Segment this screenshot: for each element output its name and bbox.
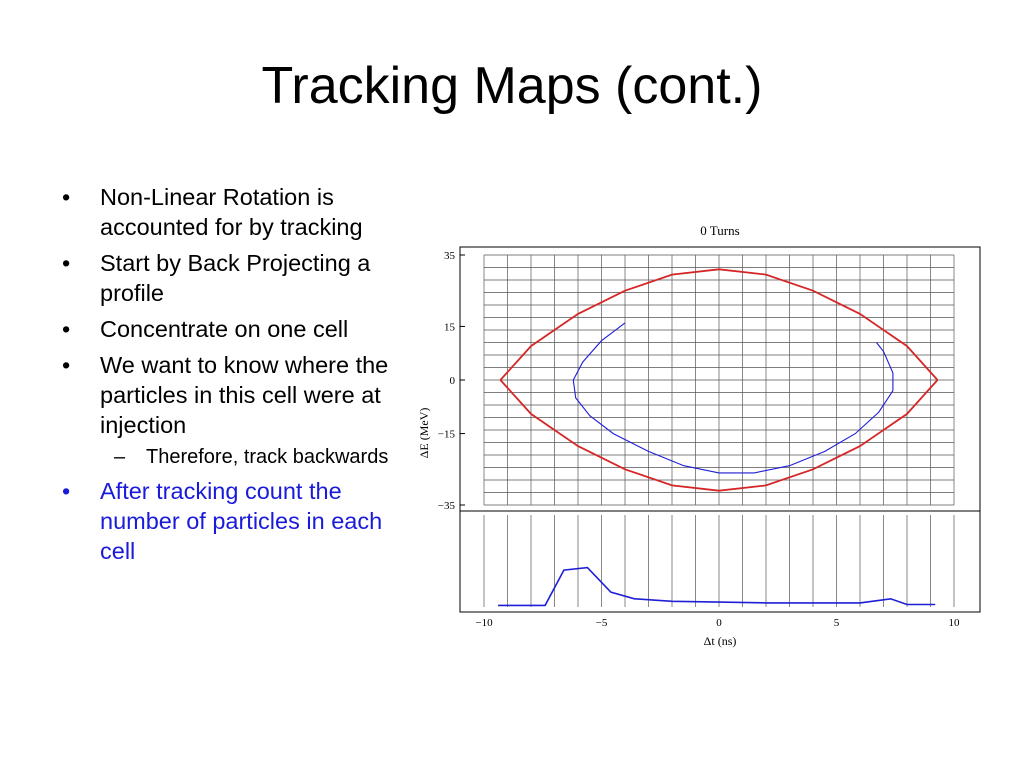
chart-title: 0 Turns — [700, 223, 739, 238]
bullet-list: • Non-Linear Rotation is accounted for by… — [62, 182, 412, 572]
bullet-item: • We want to know where the particles in … — [62, 350, 412, 440]
bullet-dot-icon: • — [62, 316, 71, 342]
x-axis-label: Δt (ns) — [704, 634, 737, 648]
y-tick-label: −35 — [438, 500, 456, 512]
profile-line — [498, 566, 936, 607]
bullet-item: • Concentrate on one cell — [62, 314, 412, 344]
bullet-text: Start by Back Projecting a profile — [100, 250, 371, 306]
x-tick-label: −10 — [475, 617, 493, 629]
bullet-dot-icon: • — [62, 184, 71, 210]
y-tick-label: 0 — [450, 375, 456, 387]
y-axis-label: ΔE (MeV) — [417, 408, 431, 459]
x-tick-label: 5 — [834, 617, 840, 629]
x-tick-label: 10 — [949, 617, 961, 629]
bullet-dot-icon: • — [62, 250, 71, 276]
separatrix-upper-line — [499, 268, 939, 381]
bullet-text: After tracking count the number of parti… — [100, 478, 383, 564]
sub-bullet-item: – Therefore, track backwards — [62, 444, 412, 470]
dash-icon: – — [114, 446, 126, 468]
x-tick-label: −5 — [596, 617, 608, 629]
y-tick-label: −15 — [438, 429, 456, 441]
separatrix-lower-line — [499, 379, 939, 492]
y-tick-label: 15 — [444, 321, 456, 333]
bullet-text: Non-Linear Rotation is accounted for by … — [100, 184, 363, 240]
bullet-item: • Non-Linear Rotation is accounted for by… — [62, 182, 412, 242]
bullet-item: • After tracking count the number of part… — [62, 476, 412, 566]
bullet-item: • Start by Back Projecting a profile — [62, 248, 412, 308]
plot-frame — [459, 246, 981, 613]
y-tick-label: 35 — [444, 250, 456, 262]
bullet-dot-icon: • — [62, 478, 71, 504]
slide-title: Tracking Maps (cont.) — [261, 57, 763, 115]
bullet-text: Therefore, track backwards — [146, 446, 389, 468]
phase-space-chart: 0 Turns ΔE (MeV) Δt (ns) 35 15 0 −15 −35 −10 −… — [417, 223, 981, 648]
phase-space-figure: 0 Turns ΔE (MeV) Δt (ns) 35 15 0 −15 −35 −10 −… — [410, 215, 990, 660]
bullet-text: We want to know where the particles in t… — [100, 352, 389, 438]
bullet-text: Concentrate on one cell — [100, 316, 349, 342]
bullet-dot-icon: • — [62, 352, 71, 378]
tracked-particles-curve — [572, 322, 894, 474]
x-tick-label: 0 — [716, 617, 722, 629]
